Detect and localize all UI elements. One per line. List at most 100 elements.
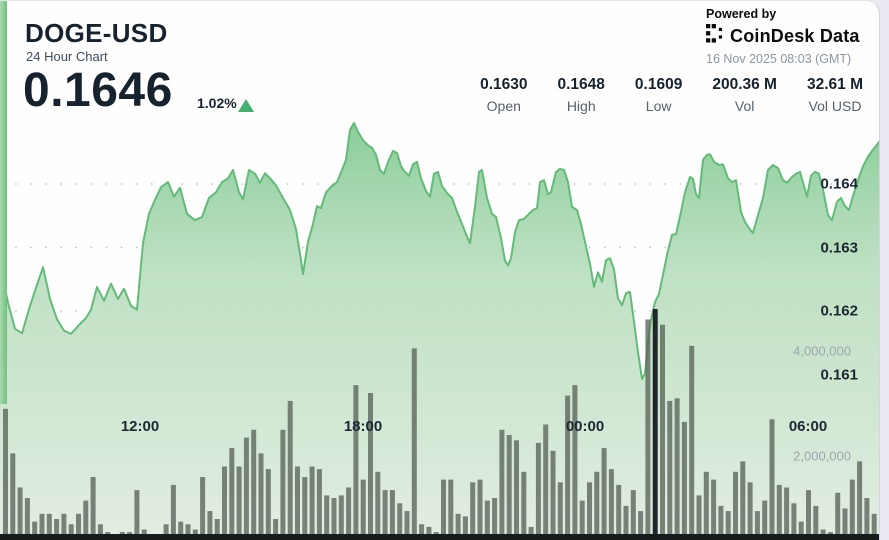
volume-bar bbox=[265, 469, 271, 540]
volume-bar bbox=[543, 424, 549, 540]
volume-bar bbox=[229, 448, 235, 540]
volume-bar bbox=[674, 398, 680, 540]
volume-bar bbox=[791, 503, 797, 540]
volume-bar bbox=[382, 490, 388, 540]
volume-bar bbox=[776, 484, 782, 540]
volume-bar bbox=[163, 524, 169, 540]
volume-bar bbox=[426, 526, 432, 540]
volume-bar bbox=[514, 440, 519, 540]
volume-bar bbox=[302, 477, 308, 540]
volume-bar bbox=[725, 511, 731, 540]
volume-bar bbox=[660, 324, 665, 540]
volume-bar bbox=[557, 482, 563, 540]
volume-bar bbox=[346, 487, 352, 540]
volume-bar bbox=[769, 419, 775, 540]
volume-bar bbox=[324, 495, 330, 540]
stat-open-value: 0.1630 bbox=[480, 76, 528, 93]
price-area-series bbox=[0, 122, 879, 540]
volume-bar bbox=[68, 524, 74, 540]
stat-vol-usd-label: Vol USD bbox=[808, 98, 862, 114]
volume-bar bbox=[17, 487, 23, 540]
volume-bar bbox=[46, 513, 52, 540]
volume-bar bbox=[61, 513, 67, 540]
stat-high-label: High bbox=[566, 98, 596, 114]
volume-bar bbox=[813, 505, 819, 540]
stat-low: 0.1609 Low bbox=[635, 76, 682, 114]
stat-open: 0.1630 Open bbox=[480, 76, 527, 114]
volume-bar bbox=[857, 461, 863, 540]
price-line bbox=[0, 122, 879, 380]
powered-by-label: Powered by bbox=[706, 7, 777, 21]
volume-bar bbox=[170, 484, 176, 540]
volume-bar bbox=[594, 471, 600, 540]
volume-bar bbox=[864, 498, 870, 540]
branding-block: Powered by CoinDesk Data 16 Nov 2025 08:… bbox=[706, 7, 876, 66]
volume-bar bbox=[652, 309, 658, 540]
volume-bar bbox=[419, 524, 425, 540]
stat-open-label: Open bbox=[486, 98, 521, 114]
volume-bar bbox=[411, 348, 417, 540]
volume-bar bbox=[3, 408, 8, 540]
volume-bar bbox=[397, 503, 403, 540]
volume-bar bbox=[835, 492, 841, 540]
volume-bar bbox=[798, 521, 804, 540]
volume-bar bbox=[200, 477, 206, 540]
volume-bar bbox=[681, 421, 687, 540]
volume-bar bbox=[645, 319, 651, 540]
volume-bar bbox=[455, 513, 461, 540]
stat-vol-usd-value: 32.61 M bbox=[806, 76, 863, 93]
volume-bar bbox=[616, 484, 622, 540]
volume-bar bbox=[718, 505, 724, 540]
volume-bar bbox=[185, 524, 191, 540]
volume-bar bbox=[754, 511, 760, 540]
volume-bar bbox=[572, 385, 578, 540]
volume-bar bbox=[623, 505, 629, 540]
volume-bar bbox=[849, 479, 855, 540]
volume-bar bbox=[579, 500, 585, 540]
up-arrow-icon bbox=[238, 99, 254, 112]
volume-bar bbox=[506, 435, 512, 540]
volume-bar bbox=[747, 482, 753, 540]
last-price: 0.1646 bbox=[23, 64, 173, 117]
volume-bar bbox=[638, 511, 644, 540]
change-percent: 1.02% bbox=[197, 95, 237, 111]
stat-vol-usd: 32.61 M Vol USD bbox=[807, 76, 863, 114]
volume-bar bbox=[236, 466, 242, 540]
volume-bars-series bbox=[3, 309, 877, 540]
volume-bar bbox=[842, 508, 848, 540]
volume-bar bbox=[462, 516, 468, 540]
volume-bar bbox=[689, 345, 695, 540]
stat-vol: 200.36 M Vol bbox=[712, 76, 777, 114]
volume-bar bbox=[550, 450, 556, 540]
coindesk-logo-icon bbox=[706, 24, 725, 48]
volume-bar bbox=[280, 429, 286, 540]
volume-bar bbox=[565, 395, 571, 540]
volume-bar bbox=[762, 500, 768, 540]
volume-bar bbox=[470, 482, 476, 540]
volume-bar bbox=[703, 471, 709, 540]
volume-bar bbox=[389, 490, 395, 540]
volume-bar bbox=[360, 479, 366, 540]
ohlc-stats-row: 0.1630 Open 0.1648 High 0.1609 Low 200.3… bbox=[480, 76, 863, 114]
volume-bar bbox=[528, 526, 534, 540]
stat-vol-value: 200.36 M bbox=[712, 76, 777, 93]
bottom-edge-bar bbox=[0, 534, 879, 540]
stat-high: 0.1648 High bbox=[558, 76, 605, 114]
stat-vol-label: Vol bbox=[734, 98, 755, 114]
brand-name: CoinDesk Data bbox=[730, 25, 860, 46]
volume-bar bbox=[492, 498, 498, 540]
volume-bar bbox=[134, 490, 140, 540]
volume-bar bbox=[587, 482, 592, 540]
volume-bar bbox=[535, 442, 541, 540]
volume-bar bbox=[97, 524, 103, 540]
stat-low-label: Low bbox=[645, 98, 672, 114]
volume-bar bbox=[733, 471, 738, 540]
volume-bar bbox=[484, 500, 490, 540]
volume-bar bbox=[32, 521, 38, 540]
volume-bar bbox=[178, 521, 184, 540]
volume-bar bbox=[331, 498, 337, 540]
volume-bar bbox=[54, 519, 60, 540]
